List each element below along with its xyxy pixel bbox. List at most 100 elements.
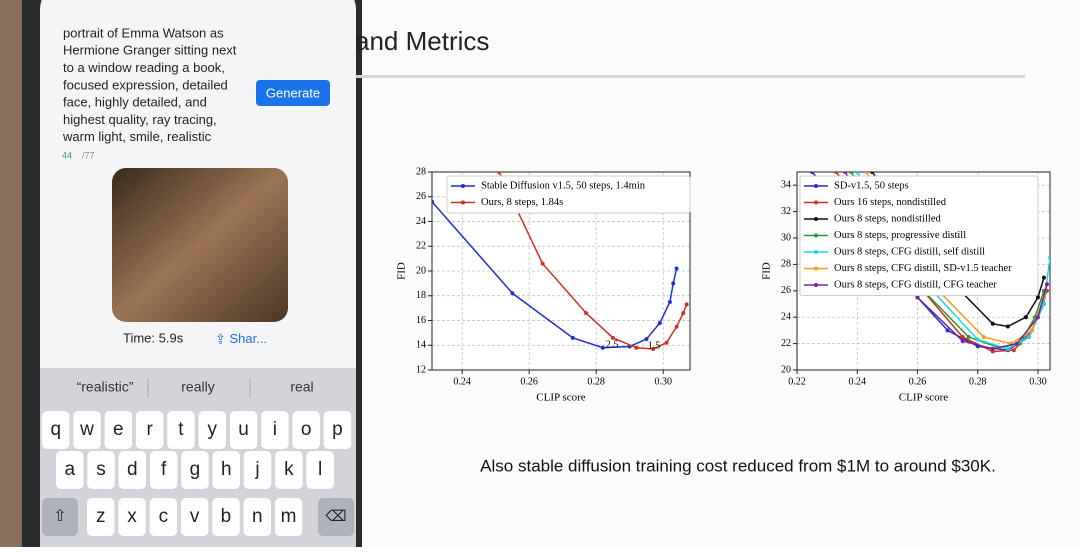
key-label[interactable]: o — [301, 419, 312, 440]
point — [657, 320, 662, 325]
key-label[interactable]: p — [332, 419, 343, 440]
key-label[interactable]: m — [281, 506, 297, 527]
key[interactable] — [243, 451, 272, 489]
key[interactable] — [135, 411, 164, 449]
key[interactable] — [275, 451, 303, 489]
point — [810, 172, 815, 174]
key[interactable] — [56, 451, 84, 489]
suggestion[interactable]: real — [290, 379, 313, 395]
key[interactable] — [323, 411, 352, 449]
point — [634, 345, 639, 350]
key-label[interactable]: f — [161, 459, 167, 480]
y-tick-label: 26 — [416, 191, 426, 202]
key-label[interactable]: k — [284, 459, 294, 480]
shift-key[interactable] — [42, 498, 78, 536]
point — [664, 340, 669, 345]
generated-image — [112, 168, 288, 322]
point — [915, 295, 920, 300]
key[interactable] — [118, 451, 147, 489]
key-label[interactable]: v — [190, 506, 200, 527]
point — [610, 335, 615, 340]
suggestion[interactable]: really — [181, 379, 214, 395]
key[interactable] — [181, 451, 209, 489]
y-tick-label: 18 — [416, 290, 426, 301]
legend-label: Stable Diffusion v1.5, 50 steps, 1.4min — [481, 180, 646, 191]
key-label[interactable]: y — [208, 419, 218, 440]
point — [600, 345, 605, 350]
point — [1011, 348, 1016, 353]
key[interactable] — [212, 451, 241, 489]
key-label[interactable]: i — [273, 419, 277, 440]
key[interactable] — [87, 498, 115, 536]
key[interactable] — [149, 498, 178, 536]
point — [510, 291, 515, 296]
key-label[interactable]: q — [50, 419, 61, 440]
key-label[interactable]: t — [178, 419, 184, 440]
suggestion[interactable]: “realistic” — [77, 379, 134, 395]
key-label[interactable]: h — [221, 459, 232, 480]
key[interactable] — [87, 451, 115, 489]
x-tick-label: 0.26 — [909, 376, 927, 387]
point — [684, 302, 689, 307]
key[interactable] — [274, 498, 303, 536]
key-label[interactable]: z — [96, 506, 106, 527]
key-label[interactable]: d — [127, 459, 138, 480]
delete-key[interactable] — [318, 498, 354, 536]
key-label[interactable]: j — [254, 459, 259, 480]
key-label[interactable]: c — [159, 506, 169, 527]
share[interactable]: ⇪ Shar... — [215, 331, 267, 346]
key[interactable] — [243, 498, 272, 536]
point — [667, 299, 672, 304]
key-label[interactable]: w — [79, 419, 94, 440]
y-tick-label: 28 — [416, 166, 426, 177]
legend — [799, 175, 1039, 296]
legend-marker — [814, 283, 818, 287]
key[interactable] — [180, 498, 209, 536]
generate-label[interactable]: Generate — [266, 85, 320, 100]
content: portrait of Emma Watson as Hermione Grang… — [42, 25, 1051, 536]
key-label[interactable]: u — [238, 419, 249, 440]
key[interactable] — [42, 411, 70, 449]
key-label[interactable]: x — [127, 506, 137, 527]
prompt-line: warm light, smile, realistic — [62, 129, 212, 144]
slide-title: and Metrics — [355, 26, 489, 56]
point — [644, 337, 649, 342]
y-tick-label: 32 — [781, 206, 791, 217]
point — [849, 172, 854, 174]
key-label[interactable]: l — [318, 459, 322, 480]
legend-marker — [461, 200, 465, 205]
share-label[interactable]: Shar... — [230, 331, 268, 346]
legend-label: Ours 8 steps, nondistilled — [834, 213, 941, 224]
key[interactable] — [104, 411, 133, 449]
key[interactable] — [261, 411, 289, 449]
point — [981, 335, 986, 339]
key[interactable] — [118, 498, 146, 536]
key-label[interactable]: a — [64, 459, 75, 480]
key[interactable] — [149, 451, 178, 489]
key[interactable] — [198, 411, 227, 449]
hand — [0, 0, 22, 547]
key-label[interactable]: r — [146, 419, 153, 440]
key-label[interactable]: s — [96, 459, 106, 480]
key[interactable] — [212, 498, 240, 536]
x-tick-label: 0.22 — [788, 376, 806, 387]
key[interactable] — [73, 411, 101, 449]
legend-label: Ours 16 steps, nondistilled — [834, 197, 947, 208]
y-tick-label: 22 — [416, 241, 426, 252]
key-label[interactable]: g — [190, 459, 201, 480]
time: Time: 5.9s — [123, 330, 184, 345]
key-label[interactable]: n — [252, 506, 263, 527]
key[interactable] — [292, 411, 320, 449]
key[interactable] — [167, 411, 195, 449]
key[interactable] — [306, 451, 334, 489]
key[interactable] — [229, 411, 258, 449]
key-label[interactable]: b — [221, 506, 232, 527]
generate-button[interactable] — [256, 80, 330, 106]
legend-label: Ours 8 steps, progressive distill — [834, 230, 966, 241]
point — [1035, 295, 1040, 300]
legend-marker — [814, 266, 818, 271]
key-label[interactable]: e — [113, 419, 124, 440]
y-tick-label: 20 — [416, 265, 426, 276]
series-line — [432, 201, 678, 349]
y-tick-label: 34 — [781, 179, 791, 190]
